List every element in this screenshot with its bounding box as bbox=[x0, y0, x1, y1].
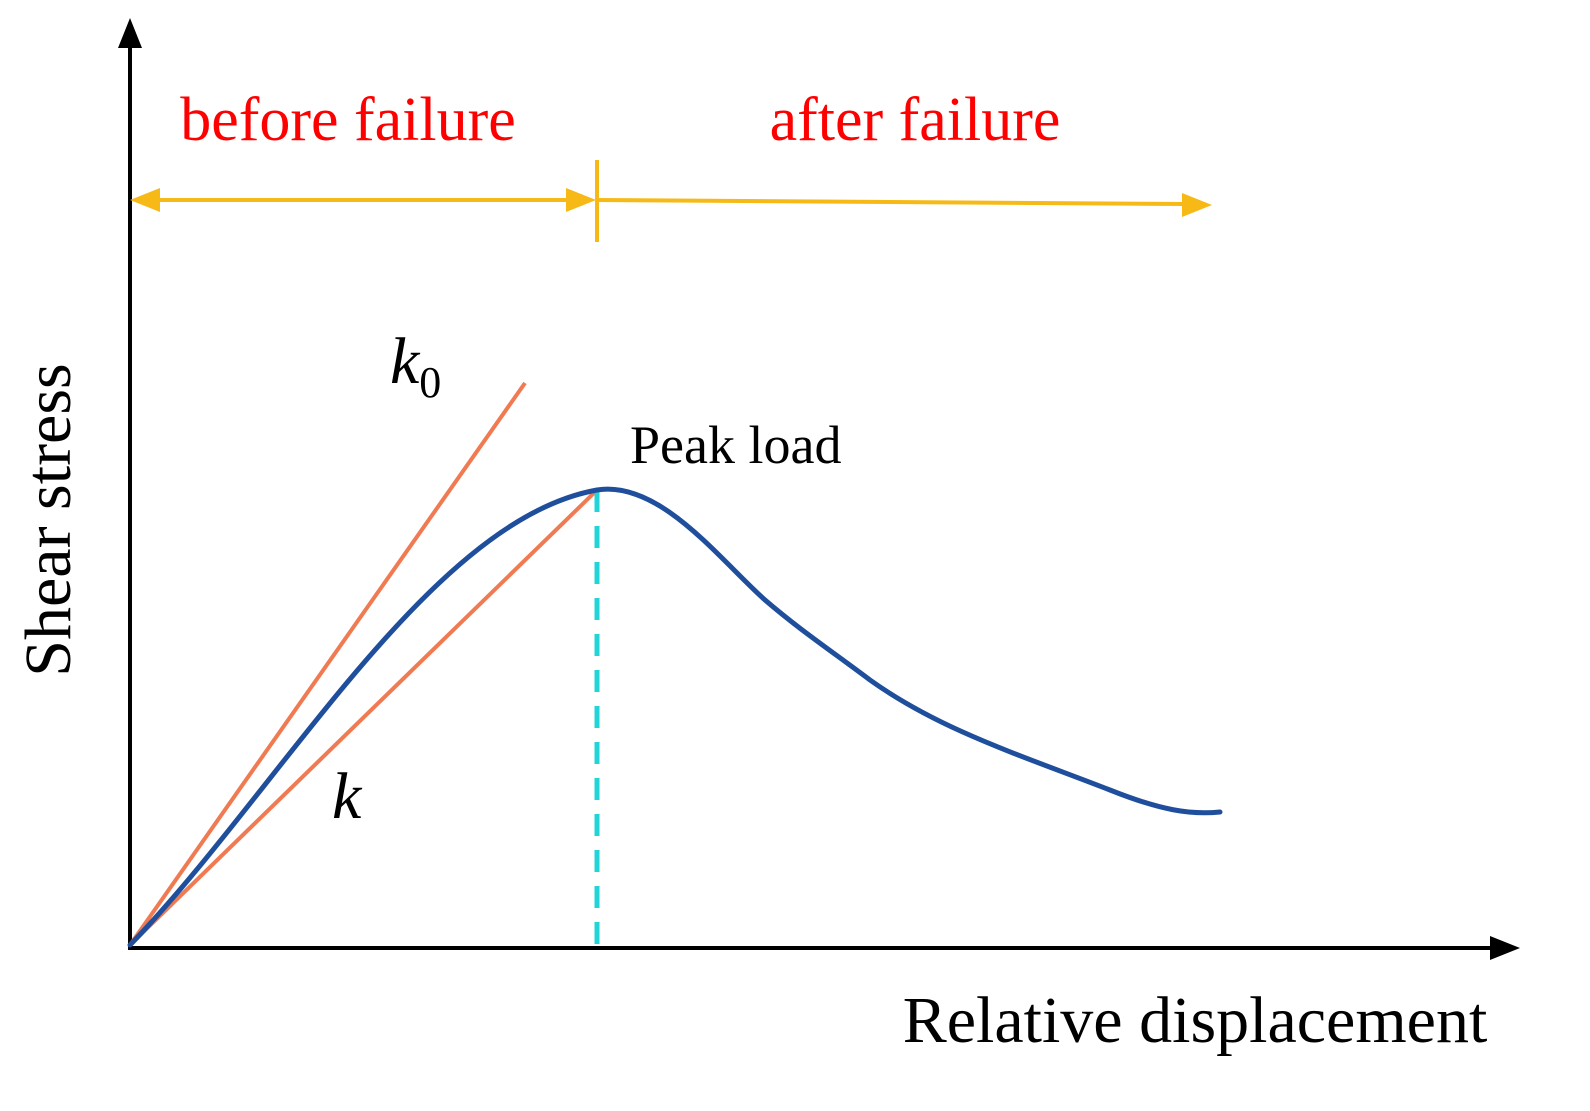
phase-arrows bbox=[130, 160, 1212, 242]
y-axis-label: Shear stress bbox=[12, 363, 85, 676]
after-failure-arrow-shaft bbox=[596, 198, 1186, 206]
before-failure-arrowhead-right bbox=[566, 188, 596, 212]
k0-label-subscript: 0 bbox=[419, 358, 441, 407]
k0-label-base: k bbox=[390, 325, 421, 398]
peak-load-label: Peak load bbox=[630, 415, 841, 475]
x-axis-label: Relative displacement bbox=[903, 984, 1488, 1057]
x-axis-arrowhead bbox=[1490, 936, 1520, 960]
before-failure-label: before failure bbox=[180, 86, 516, 154]
before-failure-arrowhead-left bbox=[130, 188, 160, 212]
secant-stiffness-line-k bbox=[128, 488, 599, 947]
k-label: k bbox=[332, 760, 363, 833]
axes bbox=[118, 18, 1520, 960]
y-axis-arrowhead bbox=[118, 18, 142, 48]
initial-stiffness-line-k0 bbox=[128, 381, 527, 947]
shear-stress-curve bbox=[127, 486, 1223, 948]
after-failure-label: after failure bbox=[770, 86, 1061, 154]
after-failure-arrowhead bbox=[1182, 193, 1212, 217]
k0-label: k0 bbox=[390, 325, 441, 407]
